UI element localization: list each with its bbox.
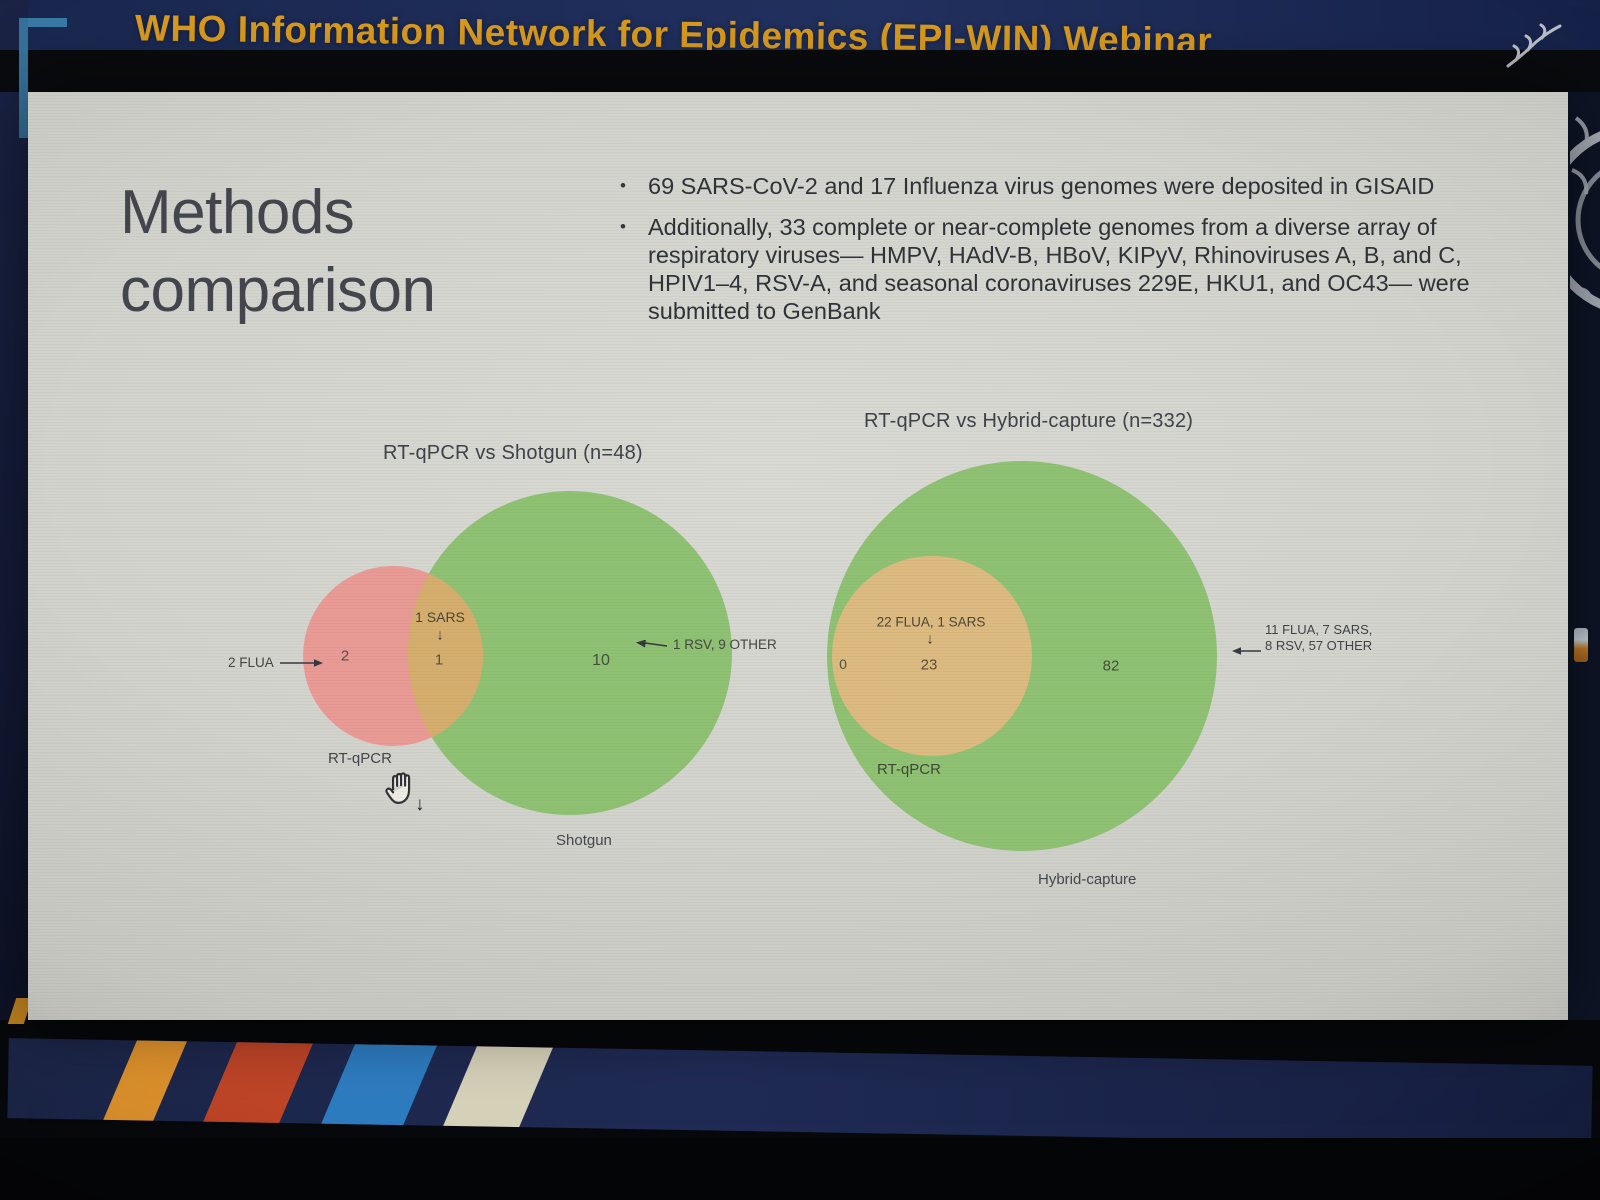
venn-right-title: RT-qPCR vs Hybrid-capture (n=332) — [864, 410, 1194, 432]
footer-black-band — [0, 1138, 1600, 1200]
venn-right-set-label-hybrid: Hybrid-capture — [1038, 871, 1137, 888]
venn-left-set-label-rtqpcr: RT-qPCR — [328, 750, 392, 767]
bullet-icon: • — [620, 217, 626, 236]
slide-canvas: Methods comparison • 69 SARS-CoV-2 and 1… — [28, 92, 1568, 1020]
bullet-list: • 69 SARS-CoV-2 and 17 Influenza virus g… — [620, 172, 1500, 338]
venn-left-right-annotation: 1 RSV, 9 OTHER — [636, 637, 777, 652]
top-black-band — [0, 50, 1600, 92]
venn-right-set-label-rtqpcr: RT-qPCR — [877, 761, 941, 778]
annotation-line1: 11 FLUA, 7 SARS, — [1265, 622, 1373, 637]
down-arrow-icon: ↓ — [926, 630, 934, 648]
right-arrow-icon — [279, 658, 323, 667]
stripe-cream — [440, 1040, 556, 1134]
cursor-down-arrow-icon: ↓ — [415, 794, 425, 815]
stripe-blue — [318, 1038, 440, 1132]
left-arrow-icon — [636, 639, 668, 647]
venn-left-count-overlap: 1 — [434, 651, 444, 669]
slide-title-line1: Methods — [120, 178, 355, 247]
edge-logo-fragment — [1574, 628, 1588, 662]
annotation-text: 2 FLUA — [228, 655, 274, 670]
venn-left-title: RT-qPCR vs Shotgun (n=48) — [383, 442, 643, 464]
bullet-icon: • — [620, 176, 626, 195]
stripe-red — [200, 1038, 316, 1129]
annotation-text: 1 RSV, 9 OTHER — [673, 637, 777, 652]
venn-left-left-annotation: 2 FLUA — [228, 655, 323, 670]
venn-left-count-right: 10 — [592, 652, 610, 669]
venn-right-count-overlap: 23 — [920, 656, 938, 674]
venn-right-overlap-detail: 22 FLUA, 1 SARS — [876, 614, 986, 630]
venn-left-set-label-shotgun: Shotgun — [556, 832, 612, 849]
slide-title: Methods comparison — [120, 174, 436, 330]
slide-title-line2: comparison — [120, 256, 436, 325]
left-arrow-icon — [1232, 647, 1261, 655]
venn-left-overlap-detail: 1 SARS — [415, 609, 465, 625]
bullet-item: • 69 SARS-CoV-2 and 17 Influenza virus g… — [620, 172, 1500, 200]
annotation-line2: 8 RSV, 57 OTHER — [1265, 637, 1373, 653]
bullet-item: • Additionally, 33 complete or near-comp… — [620, 213, 1500, 325]
corner-bracket-icon — [19, 18, 28, 138]
down-arrow-icon: ↓ — [436, 626, 444, 644]
venn-left-count-left: 2 — [340, 647, 350, 665]
venn-right-count-left: 0 — [839, 656, 847, 672]
venn-right-right-annotation: 11 FLUA, 7 SARS, 8 RSV, 57 OTHER — [1265, 622, 1372, 653]
stripe-orange — [100, 1038, 190, 1127]
who-emblem-edge-icon — [1570, 116, 1600, 309]
bullet-text: Additionally, 33 complete or near-comple… — [648, 214, 1470, 324]
venn-right-diagram — [827, 461, 1217, 851]
who-laurel-icon — [1506, 23, 1562, 68]
webinar-header-band: WHO Information Network for Epidemics (E… — [0, 0, 1600, 62]
bullet-text: 69 SARS-CoV-2 and 17 Influenza virus gen… — [648, 173, 1435, 199]
venn-right-count-right: 82 — [1102, 657, 1120, 675]
